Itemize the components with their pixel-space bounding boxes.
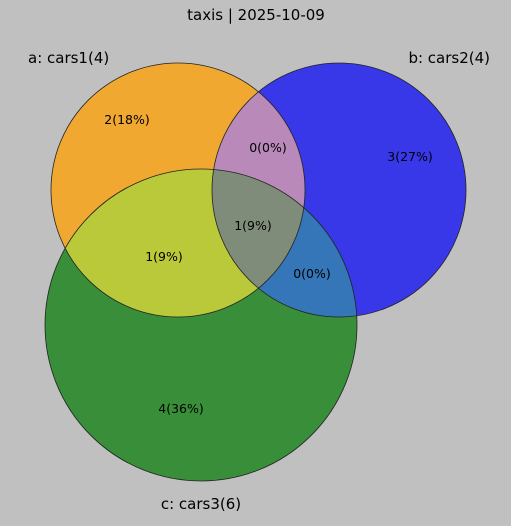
set-a-label: a: cars1(4)	[28, 49, 109, 67]
region-bc-label: 0(0%)	[293, 266, 331, 281]
region-abc-label: 1(9%)	[234, 218, 272, 233]
set-c-outline	[44, 168, 358, 482]
region-c-only-label: 4(36%)	[158, 401, 204, 416]
region-ab-label: 0(0%)	[249, 140, 287, 155]
region-ac-label: 1(9%)	[145, 249, 183, 264]
set-b-outline	[211, 62, 467, 318]
region-b-only-label: 3(27%)	[387, 149, 433, 164]
diagram-title: taxis | 2025-10-09	[187, 6, 325, 24]
set-c-label: c: cars3(6)	[161, 495, 241, 513]
set-b-label: b: cars2(4)	[408, 49, 490, 67]
set-a-outline	[50, 62, 306, 318]
region-a-only-label: 2(18%)	[104, 112, 150, 127]
region-abc	[212, 169, 305, 317]
